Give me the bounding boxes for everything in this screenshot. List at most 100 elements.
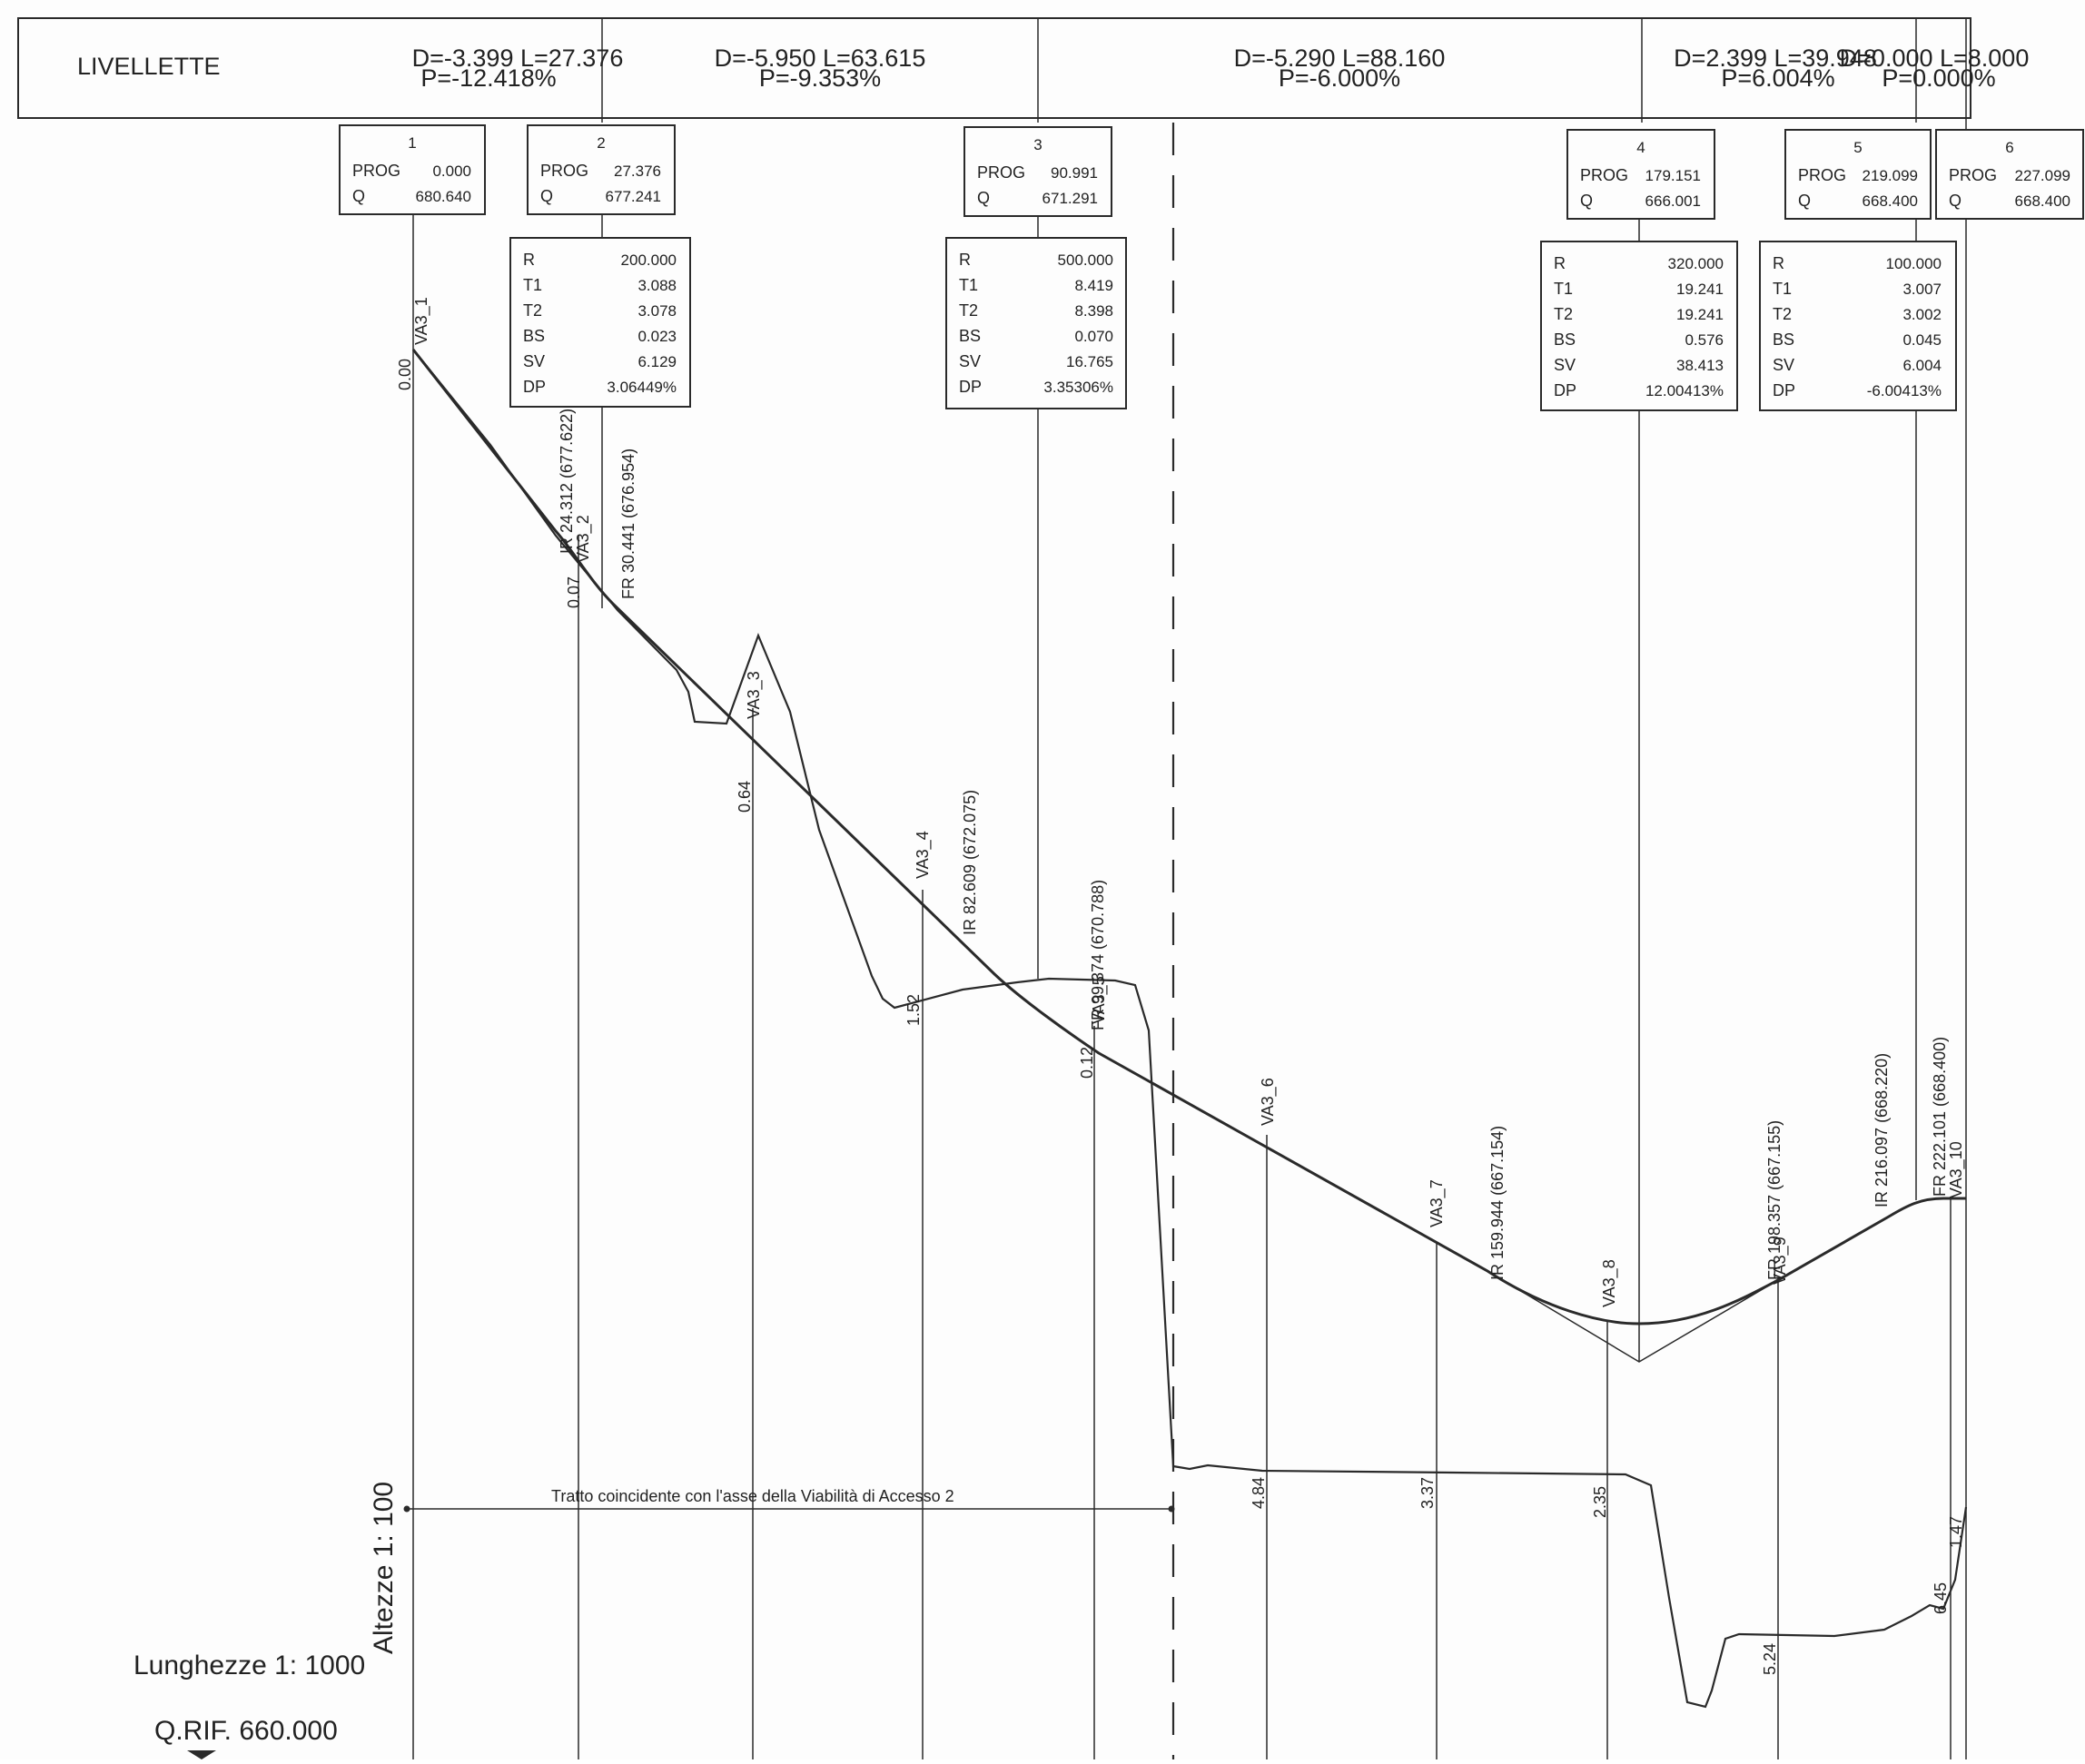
vertex-box: 4 PROG 179.151 Q 666.001 (1566, 129, 1715, 220)
vertex-prog-label: PROG (1949, 166, 1997, 184)
section-value: 2.35 (1591, 1486, 1609, 1518)
vertex-number: 5 (1853, 139, 1862, 156)
curve-t2-label: T2 (1554, 305, 1573, 323)
coincident-note: Tratto coincidente con l'asse della Viab… (551, 1487, 954, 1505)
curve-bs-label: BS (523, 327, 545, 345)
vertex-prog-label: PROG (1580, 166, 1628, 184)
vertex-box: 1 PROG 0.000 Q 680.640 (339, 124, 486, 215)
curve-t1-label: T1 (523, 276, 542, 294)
curve-t2-value: 3.002 (1902, 306, 1942, 323)
curve-dp-label: DP (1554, 381, 1576, 399)
curve-t1-value: 8.419 (1074, 277, 1113, 294)
section-label: VA3_9 (1771, 1237, 1790, 1285)
curve-box: R 320.000 T1 19.241 T2 19.241 BS 0.576 S… (1540, 241, 1738, 411)
dimension-endpoint (403, 1505, 410, 1513)
vertex-box: 6 PROG 227.099 Q 668.400 (1935, 129, 2084, 220)
curve-dp-label: DP (523, 378, 546, 396)
curve-t1-value: 19.241 (1676, 281, 1724, 298)
curve-t1-value: 3.007 (1902, 281, 1942, 298)
section-label: VA3_4 (914, 831, 933, 879)
curve-sv-label: SV (959, 352, 981, 370)
curve-r-label: R (959, 251, 971, 269)
curve-r-label: R (523, 251, 535, 269)
segment-p-label: P=0.000% (1882, 64, 1995, 92)
section-label: VA3_6 (1259, 1078, 1278, 1126)
vertex-q-value: 668.400 (2015, 192, 2070, 210)
section-label: VA3_10 (1947, 1141, 1966, 1198)
section-label: VA3_2 (574, 515, 593, 563)
vertex-q-value: 677.241 (606, 188, 661, 205)
curve-bs-label: BS (1554, 330, 1576, 349)
vertex-q-label: Q (540, 187, 553, 205)
vertex-q-label: Q (1580, 192, 1593, 210)
vertex-box: 3 PROG 90.991 Q 671.291 (963, 126, 1112, 217)
segment-d-label: D=-5.290 L=88.160 (1234, 44, 1446, 72)
vertex-q-label: Q (1798, 192, 1811, 210)
curve-t2-label: T2 (1773, 305, 1792, 323)
vertex-prog-value: 27.376 (614, 163, 661, 180)
header-band (17, 17, 1971, 119)
lengths-scale: Lunghezze 1: 1000 (133, 1651, 365, 1680)
section-label: VA3_8 (1600, 1259, 1619, 1307)
vertex-prog-value: 179.151 (1645, 167, 1701, 184)
curve-point-label: FR 99.374 (670.788) (1089, 880, 1107, 1030)
segment-p-label: P=-9.353% (759, 64, 881, 92)
curve-sv-value: 16.765 (1066, 353, 1113, 370)
curve-r-value: 100.000 (1886, 255, 1942, 272)
section-label: VA3_5 (1090, 976, 1109, 1024)
section-value: 1.47 (1947, 1516, 1965, 1548)
curve-box: R 100.000 T1 3.007 T2 3.002 BS 0.045 SV … (1759, 241, 1957, 411)
curve-dp-value: 12.00413% (1645, 382, 1724, 399)
vertex-number: 3 (1033, 136, 1042, 153)
curve-t2-label: T2 (959, 301, 978, 320)
vertex-box: 5 PROG 219.099 Q 668.400 (1784, 129, 1932, 220)
curve-point-label: IR 159.944 (667.154) (1488, 1126, 1507, 1280)
ground-line (412, 349, 1968, 1709)
section-label: VA3_1 (412, 297, 431, 345)
section-value: 0.12 (1078, 1047, 1096, 1079)
curve-dp-value: -6.00413% (1867, 382, 1942, 399)
curve-sv-value: 6.004 (1902, 357, 1942, 374)
section-value: 1.52 (904, 994, 923, 1026)
grade-line (411, 349, 1966, 1325)
vertex-prog-label: PROG (352, 162, 400, 180)
curve-point-label: IR 82.609 (672.075) (961, 790, 979, 935)
curve-sv-label: SV (1554, 356, 1576, 374)
curve-bs-value: 0.023 (637, 328, 677, 345)
curve-t2-value: 3.078 (637, 302, 677, 320)
vertex-prog-value: 0.000 (432, 163, 471, 180)
section-value: 0.64 (736, 781, 754, 813)
section-value: 4.84 (1250, 1477, 1268, 1509)
curve-t1-label: T1 (959, 276, 978, 294)
segment-d-label: D=-3.399 L=27.376 (412, 44, 624, 72)
curve-dp-value: 3.35306% (1043, 379, 1113, 396)
curve-bs-label: BS (1773, 330, 1794, 349)
section-value: 6.45 (1932, 1582, 1950, 1614)
vertex-q-value: 680.640 (416, 188, 471, 205)
vertex-q-label: Q (352, 187, 365, 205)
curve-t2-value: 8.398 (1074, 302, 1113, 320)
vertex-q-value: 668.400 (1863, 192, 1918, 210)
curve-sv-value: 38.413 (1676, 357, 1724, 374)
curve-dp-value: 3.06449% (607, 379, 677, 396)
vertex-q-value: 671.291 (1042, 190, 1098, 207)
vertex-number: 4 (1636, 139, 1645, 156)
curve-sv-label: SV (1773, 356, 1794, 374)
curve-point-label: IR 216.097 (668.220) (1873, 1053, 1891, 1207)
section-value: 0.00 (396, 359, 414, 390)
curve-sv-value: 6.129 (637, 353, 677, 370)
vertex-prog-label: PROG (977, 163, 1025, 182)
curve-t2-label: T2 (523, 301, 542, 320)
segment-d-label: D=0.000 L=8.000 (1840, 44, 2030, 72)
curve-r-value: 500.000 (1058, 251, 1113, 269)
curve-bs-label: BS (959, 327, 981, 345)
segment-p-label: P=6.004% (1721, 64, 1834, 92)
curve-bs-value: 0.070 (1074, 328, 1113, 345)
section-label: VA3_7 (1428, 1179, 1447, 1227)
reference-level-icon (187, 1750, 216, 1759)
curve-r-label: R (1773, 254, 1784, 272)
vertex-number: 1 (408, 134, 416, 152)
curve-r-value: 200.000 (621, 251, 677, 269)
